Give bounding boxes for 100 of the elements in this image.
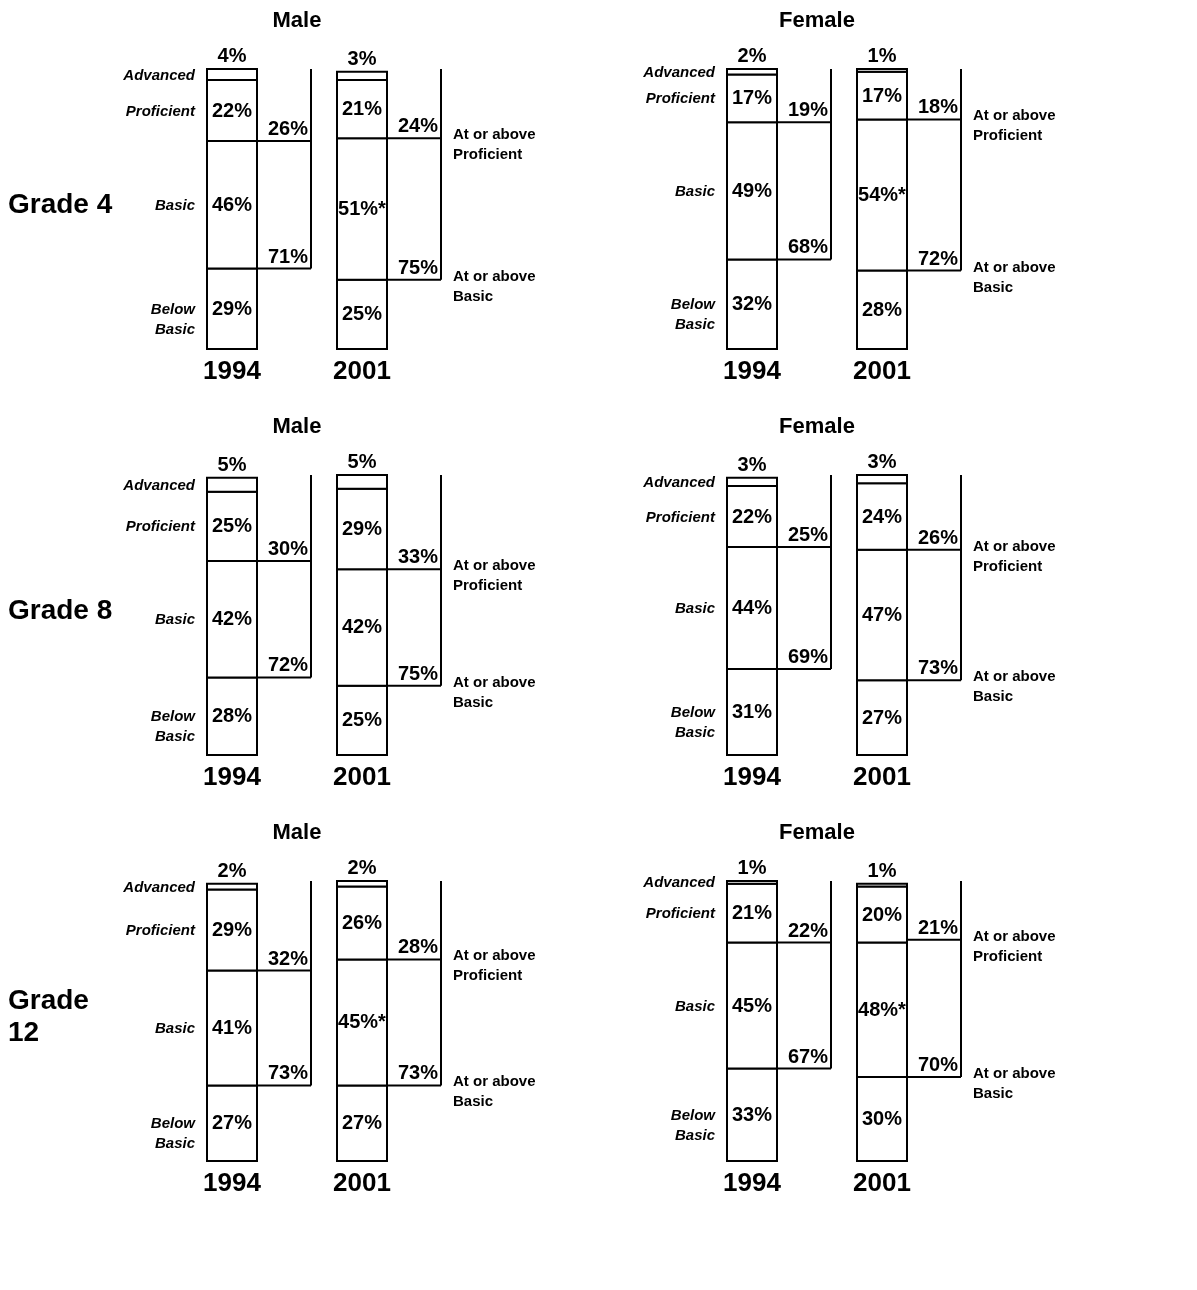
- data-label: 25%: [341, 302, 383, 325]
- y-axis-title: Grade 4: [8, 188, 114, 220]
- text: At or above Basic: [453, 1072, 536, 1110]
- series-label: Basic: [674, 996, 716, 1014]
- series-label: Advanced: [642, 873, 716, 891]
- data-label: 42%: [341, 615, 383, 638]
- data-label: 20%: [861, 902, 903, 925]
- data-label: 3%: [347, 46, 377, 69]
- series-label: Basic: [674, 181, 716, 199]
- text: At or above Proficient: [453, 556, 536, 594]
- x-tick-label: 2001: [853, 354, 911, 385]
- annotation: 30%: [267, 536, 309, 559]
- annotation: 24%: [397, 114, 439, 137]
- data-label: 42%: [211, 607, 253, 630]
- annotation: 68%: [787, 235, 829, 258]
- annotation: 22%: [787, 918, 829, 941]
- annotation: 72%: [267, 653, 309, 676]
- data-label: 4%: [217, 44, 247, 66]
- data-label: 25%: [211, 514, 253, 537]
- series-label: Below Basic: [670, 1105, 717, 1143]
- data-label: 5%: [217, 452, 247, 475]
- data-label: 2%: [347, 856, 377, 878]
- text: At or above Proficient: [973, 926, 1056, 964]
- series-label: Below Basic: [150, 707, 197, 745]
- data-label: 28%: [211, 704, 253, 727]
- data-label: 2%: [217, 858, 247, 881]
- data-label: 1%: [867, 44, 897, 66]
- annotation: 32%: [267, 946, 309, 969]
- chart-title: Female: [779, 413, 855, 438]
- series-label: Proficient: [645, 89, 716, 107]
- text: At or above Proficient: [453, 125, 536, 163]
- text: At or above Basic: [973, 1064, 1056, 1101]
- series-label: Basic: [674, 599, 716, 617]
- data-label: 21%: [341, 97, 383, 120]
- annotation: 71%: [267, 244, 309, 267]
- annotation: 26%: [267, 117, 309, 140]
- text: At or above Proficient: [453, 946, 536, 984]
- annotation: 73%: [917, 656, 959, 679]
- data-label: 22%: [731, 504, 773, 527]
- x-tick-label: 2001: [333, 760, 391, 791]
- annotation: 75%: [397, 255, 439, 278]
- x-tick-label: 1994: [723, 760, 782, 791]
- x-tick-label: 1994: [723, 354, 782, 385]
- data-label: 27%: [211, 1111, 253, 1134]
- series-label: Advanced: [642, 62, 716, 80]
- series-label: Basic: [154, 1019, 196, 1036]
- data-label: 44%: [731, 596, 773, 619]
- data-label: 29%: [341, 517, 383, 540]
- series-label: Basic: [154, 195, 196, 213]
- data-label: 45%*: [338, 1010, 387, 1033]
- data-label: 3%: [737, 452, 767, 475]
- series-label: Proficient: [645, 507, 716, 525]
- data-label: 49%: [731, 178, 773, 201]
- series-label: Basic: [154, 610, 196, 628]
- y-axis-title: Grade 8: [8, 594, 114, 626]
- annotation: 21%: [917, 915, 959, 938]
- series-label: Proficient: [125, 101, 196, 119]
- series-label: Advanced: [642, 472, 716, 490]
- x-tick-label: 1994: [203, 354, 262, 385]
- data-label: 25%: [341, 708, 383, 731]
- data-label: 47%: [861, 603, 903, 625]
- text: At or above Basic: [973, 667, 1056, 705]
- data-label: 32%: [731, 292, 773, 315]
- chart-title: Female: [779, 819, 855, 844]
- text: At or above Basic: [453, 266, 536, 304]
- annotation: 73%: [397, 1061, 439, 1084]
- data-label: 27%: [341, 1111, 383, 1134]
- annotation: 19%: [787, 98, 829, 121]
- chart-title: Female: [779, 7, 855, 32]
- chart-title: Male: [272, 819, 322, 844]
- text: At or above Proficient: [973, 106, 1056, 144]
- annotation: 72%: [917, 246, 959, 269]
- annotation: 25%: [787, 523, 829, 546]
- data-label: 22%: [211, 98, 253, 121]
- x-tick-label: 1994: [203, 760, 262, 791]
- data-label: 33%: [731, 1102, 773, 1125]
- y-axis-title: Grade 12: [8, 984, 90, 1048]
- data-label: 24%: [861, 504, 903, 527]
- series-label: Advanced: [122, 877, 196, 895]
- data-label: 1%: [737, 856, 767, 878]
- data-label: 17%: [731, 86, 773, 109]
- annotation: 18%: [917, 95, 959, 118]
- chart-title: Male: [272, 413, 322, 438]
- data-label: 31%: [731, 700, 773, 723]
- data-label: 2%: [737, 44, 767, 66]
- series-label: Below Basic: [150, 1114, 197, 1152]
- series-label: Below Basic: [670, 295, 717, 333]
- annotation: 28%: [397, 935, 439, 958]
- data-label: 51%*: [338, 197, 387, 219]
- x-tick-label: 1994: [203, 1166, 262, 1197]
- data-label: 41%: [211, 1016, 253, 1038]
- annotation: 69%: [787, 645, 829, 668]
- data-label: 28%: [861, 297, 903, 320]
- data-label: 17%: [861, 83, 903, 106]
- data-label: 5%: [347, 450, 377, 472]
- data-label: 27%: [861, 705, 903, 728]
- data-label: 1%: [867, 858, 897, 881]
- data-label: 21%: [731, 901, 773, 924]
- annotation: 73%: [267, 1061, 309, 1084]
- series-label: Advanced: [122, 65, 196, 83]
